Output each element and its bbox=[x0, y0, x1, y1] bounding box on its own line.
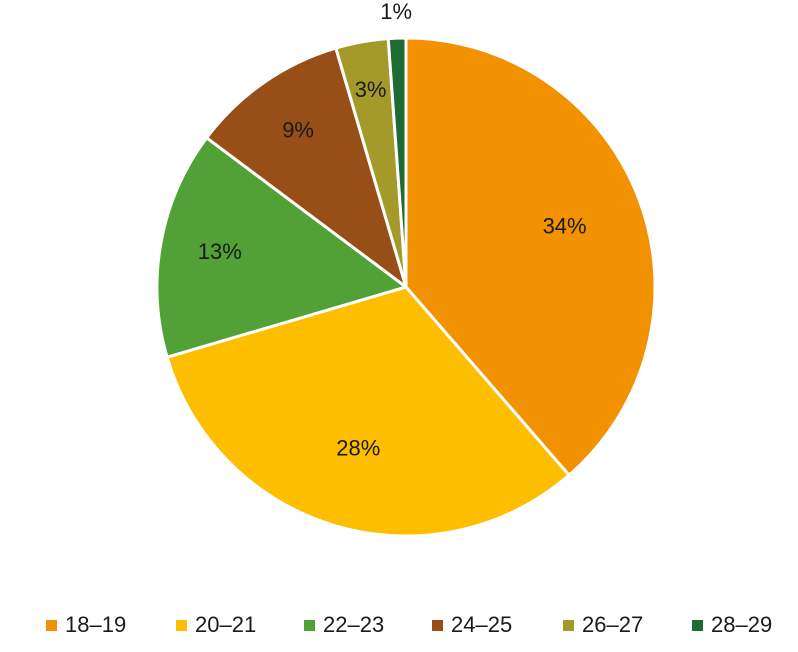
legend-swatch-24–25 bbox=[432, 620, 443, 631]
legend-label-20–21: 20–21 bbox=[195, 612, 256, 637]
data-label-24–25: 9% bbox=[282, 117, 314, 142]
legend-label-28–29: 28–29 bbox=[711, 612, 772, 637]
pie-slice-20–21 bbox=[165, 285, 571, 538]
data-label-22–23: 13% bbox=[198, 239, 242, 264]
data-label-18–19: 34% bbox=[543, 214, 587, 239]
pie-slice-22–23 bbox=[155, 136, 408, 359]
data-label-26–27: 3% bbox=[355, 77, 387, 102]
pie-slice-24–25 bbox=[205, 46, 408, 289]
legend-swatch-28–29 bbox=[692, 620, 703, 631]
legend-label-22–23: 22–23 bbox=[323, 612, 384, 637]
legend-label-26–27: 26–27 bbox=[582, 612, 643, 637]
data-labels: 34% 28% 13% 9% 3% 1% bbox=[198, 0, 587, 460]
legend: 18–19 20–21 22–23 24–25 26–27 28–29 bbox=[46, 612, 772, 637]
pie-slices bbox=[155, 36, 657, 538]
legend-swatch-18–19 bbox=[46, 620, 57, 631]
legend-swatch-20–21 bbox=[176, 620, 187, 631]
legend-label-18–19: 18–19 bbox=[65, 612, 126, 637]
legend-swatch-22–23 bbox=[304, 620, 315, 631]
legend-swatch-26–27 bbox=[563, 620, 574, 631]
data-label-28–29: 1% bbox=[380, 0, 412, 24]
pie-slice-18–19 bbox=[404, 36, 657, 477]
pie-slice-28–29 bbox=[386, 36, 408, 289]
data-label-20–21: 28% bbox=[336, 435, 380, 460]
legend-label-24–25: 24–25 bbox=[451, 612, 512, 637]
